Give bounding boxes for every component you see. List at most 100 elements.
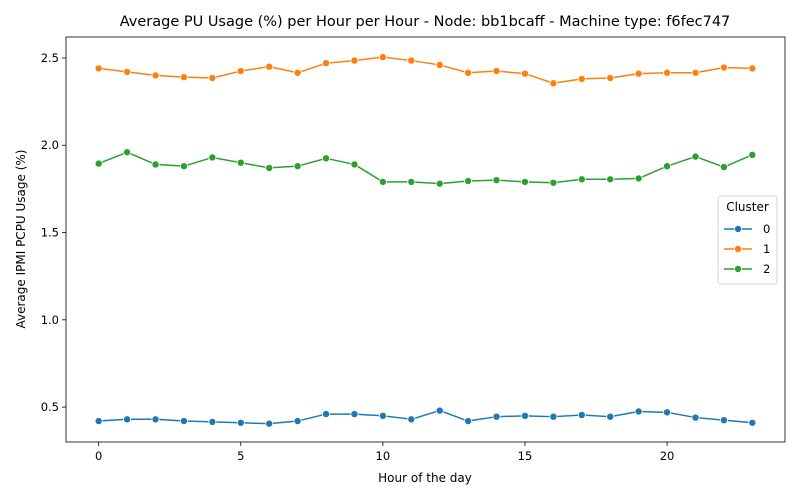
x-tick-label-5: 5 bbox=[237, 449, 244, 463]
data-point-0-18 bbox=[606, 412, 615, 421]
data-point-1-20 bbox=[663, 68, 672, 77]
plot-frame bbox=[65, 36, 786, 443]
data-point-2-18 bbox=[606, 175, 615, 184]
y-tick-label-1: 1.0 bbox=[41, 313, 59, 327]
data-point-0-16 bbox=[549, 412, 558, 421]
x-tick-label-0: 0 bbox=[95, 449, 102, 463]
legend-label-2: 2 bbox=[763, 262, 770, 276]
data-point-1-3 bbox=[179, 73, 188, 82]
data-point-2-16 bbox=[549, 178, 558, 187]
data-point-1-10 bbox=[378, 53, 387, 62]
data-point-2-21 bbox=[691, 152, 700, 161]
data-point-1-12 bbox=[435, 60, 444, 69]
series-line-0 bbox=[98, 409, 753, 425]
x-tick-label-10: 10 bbox=[376, 449, 391, 463]
data-point-2-10 bbox=[378, 177, 387, 186]
data-point-0-20 bbox=[663, 408, 672, 417]
data-point-1-21 bbox=[691, 68, 700, 77]
data-point-1-5 bbox=[236, 67, 245, 76]
data-point-0-14 bbox=[492, 412, 501, 421]
data-point-1-16 bbox=[549, 79, 558, 88]
legend-label-0: 0 bbox=[763, 222, 770, 236]
data-point-0-8 bbox=[322, 410, 331, 419]
y-tick-label-2.5: 2.5 bbox=[41, 51, 59, 65]
data-point-0-23 bbox=[748, 418, 757, 427]
y-tick-label-1.5: 1.5 bbox=[41, 226, 59, 240]
data-point-0-12 bbox=[435, 406, 444, 415]
x-tick-label-20: 20 bbox=[660, 449, 675, 463]
data-point-2-7 bbox=[293, 162, 302, 171]
data-point-0-13 bbox=[464, 417, 473, 426]
data-point-0-3 bbox=[179, 417, 188, 426]
legend-box bbox=[717, 195, 778, 285]
y-tick-label-0.5: 0.5 bbox=[41, 400, 59, 414]
data-point-1-1 bbox=[123, 67, 132, 76]
data-point-1-6 bbox=[265, 62, 274, 71]
data-point-0-2 bbox=[151, 415, 160, 424]
data-point-2-6 bbox=[265, 163, 274, 172]
data-point-2-13 bbox=[464, 177, 473, 186]
legend-marker-2 bbox=[734, 264, 743, 273]
data-point-1-11 bbox=[407, 56, 416, 65]
x-tick-label-15: 15 bbox=[518, 449, 533, 463]
chart-title: Average PU Usage (%) per Hour per Hour -… bbox=[120, 14, 731, 30]
data-point-2-9 bbox=[350, 160, 359, 169]
data-point-2-22 bbox=[719, 163, 728, 172]
legend: Cluster 0 1 2 bbox=[717, 195, 778, 285]
x-axis-label: Hour of the day bbox=[378, 471, 472, 485]
data-point-1-7 bbox=[293, 68, 302, 77]
data-point-2-5 bbox=[236, 158, 245, 167]
data-point-1-2 bbox=[151, 71, 160, 80]
y-axis-label: Average IPMI PCPU Usage (%) bbox=[14, 150, 28, 329]
data-point-1-22 bbox=[719, 63, 728, 72]
data-point-0-22 bbox=[719, 416, 728, 425]
y-tick-label-2: 2.0 bbox=[41, 138, 59, 152]
legend-title: Cluster bbox=[726, 200, 769, 214]
data-point-0-19 bbox=[634, 407, 643, 416]
data-point-1-13 bbox=[464, 68, 473, 77]
data-point-2-15 bbox=[520, 177, 529, 186]
data-point-1-17 bbox=[577, 74, 586, 83]
data-point-2-14 bbox=[492, 176, 501, 185]
legend-marker-1 bbox=[734, 244, 743, 253]
data-point-1-0 bbox=[94, 64, 103, 73]
data-point-2-0 bbox=[94, 159, 103, 168]
data-point-0-6 bbox=[265, 419, 274, 428]
data-point-0-0 bbox=[94, 417, 103, 426]
data-point-1-4 bbox=[208, 74, 217, 83]
data-point-1-19 bbox=[634, 69, 643, 78]
data-point-0-17 bbox=[577, 410, 586, 419]
plot-area: 0 5 10 15 200.51.01.52.02.5 bbox=[41, 36, 786, 463]
data-point-1-23 bbox=[748, 64, 757, 73]
data-point-1-18 bbox=[606, 74, 615, 83]
data-point-0-7 bbox=[293, 417, 302, 426]
data-point-0-10 bbox=[378, 411, 387, 420]
data-point-0-4 bbox=[208, 417, 217, 426]
data-point-2-3 bbox=[179, 162, 188, 171]
series-line-1 bbox=[98, 56, 753, 85]
data-point-0-21 bbox=[691, 413, 700, 422]
data-point-1-8 bbox=[322, 59, 331, 68]
data-point-2-8 bbox=[322, 154, 331, 163]
data-point-2-19 bbox=[634, 174, 643, 183]
data-point-2-23 bbox=[748, 150, 757, 159]
data-point-2-1 bbox=[123, 148, 132, 157]
data-point-1-15 bbox=[520, 69, 529, 78]
legend-label-1: 1 bbox=[763, 242, 770, 256]
data-point-2-17 bbox=[577, 175, 586, 184]
data-point-0-1 bbox=[123, 415, 132, 424]
data-point-2-4 bbox=[208, 153, 217, 162]
legend-marker-0 bbox=[734, 224, 743, 233]
data-point-2-11 bbox=[407, 177, 416, 186]
series-line-2 bbox=[98, 151, 753, 185]
data-point-1-9 bbox=[350, 56, 359, 65]
data-point-0-9 bbox=[350, 410, 359, 419]
data-point-2-20 bbox=[663, 162, 672, 171]
data-point-1-14 bbox=[492, 67, 501, 76]
data-point-0-5 bbox=[236, 418, 245, 427]
data-point-0-15 bbox=[520, 411, 529, 420]
data-point-0-11 bbox=[407, 415, 416, 424]
data-point-2-12 bbox=[435, 179, 444, 188]
data-point-2-2 bbox=[151, 160, 160, 169]
